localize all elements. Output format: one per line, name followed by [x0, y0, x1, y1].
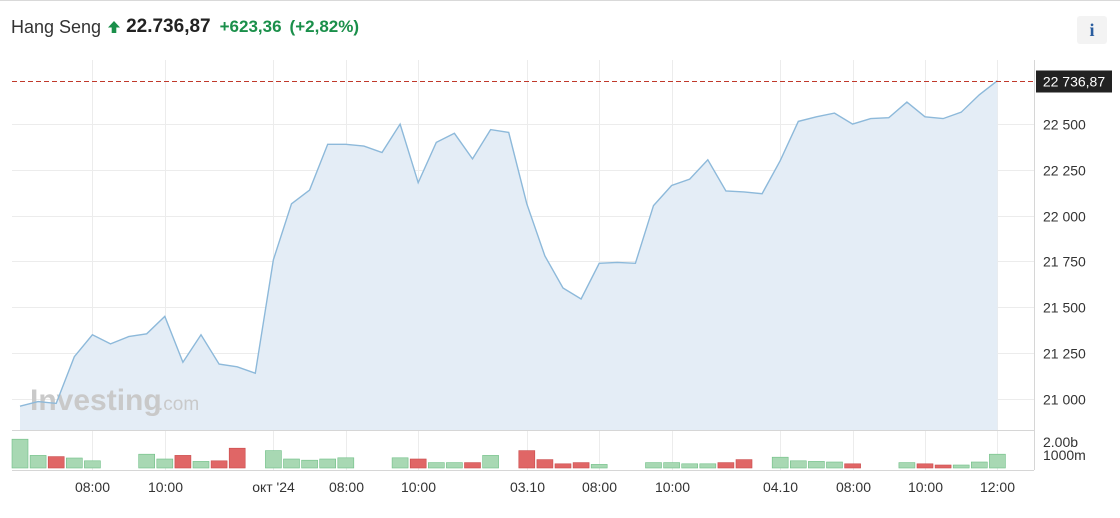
volume-bars	[11, 438, 1006, 469]
x-tick-label: 08:00	[582, 479, 617, 495]
volume-bar-up	[446, 462, 463, 469]
price-line	[19, 80, 998, 407]
volume-bar-up	[283, 458, 300, 469]
volume-bar-up	[590, 464, 608, 469]
y-tick-label: 22 250	[1043, 163, 1086, 179]
volume-bar-down	[536, 459, 554, 469]
y-tick-label: 21 750	[1043, 254, 1086, 270]
volume-bar-up	[645, 462, 662, 469]
price-change-percent: (+2,82%)	[289, 17, 359, 36]
volume-bar-up	[337, 457, 355, 469]
price-area	[20, 80, 998, 430]
info-button[interactable]: i	[1077, 16, 1107, 44]
volume-bar-up	[319, 458, 337, 469]
volume-bar-down	[518, 450, 536, 469]
last-price-label: 22 736,87	[1043, 74, 1105, 90]
x-tick-label: 08:00	[329, 479, 364, 495]
volume-bar-up	[156, 458, 174, 469]
volume-bar-down	[572, 462, 590, 469]
x-tick-label: 08:00	[75, 479, 110, 495]
x-tick-label: 08:00	[836, 479, 871, 495]
x-tick-label: 03.10	[510, 479, 545, 495]
volume-bar-up	[989, 453, 1006, 469]
volume-bar-up	[301, 459, 318, 469]
volume-bar-down	[735, 459, 753, 469]
volume-bar-up	[427, 462, 445, 469]
volume-bar-up	[699, 463, 717, 469]
top-border	[0, 0, 1120, 1]
x-tick-label: 04.10	[763, 479, 798, 495]
volume-bar-down	[409, 458, 427, 469]
x-tick-label: 10:00	[401, 479, 436, 495]
quote-header: Hang Seng 22.736,87 +623,36 (+2,82%)	[11, 14, 359, 40]
volume-bar-down	[916, 463, 934, 469]
arrow-up-icon	[108, 21, 121, 33]
y-tick-label: 21 000	[1043, 392, 1086, 408]
x-tick-label: окт '24	[252, 479, 295, 495]
info-icon: i	[1089, 19, 1095, 40]
volume-bar-up	[192, 461, 210, 469]
volume-bar-down	[174, 455, 192, 469]
volume-bar-down	[464, 462, 481, 469]
volume-bar-down	[717, 462, 735, 469]
volume-bar-up	[391, 457, 409, 469]
y-tick-label: 21 500	[1043, 300, 1086, 316]
volume-bar-down	[844, 463, 861, 469]
volume-bar-up	[808, 461, 825, 469]
volume-bar-up	[771, 456, 789, 469]
volume-bar-up	[482, 455, 499, 469]
volume-bar-up	[970, 461, 988, 469]
y-tick-label: 22 500	[1043, 117, 1086, 133]
volume-bar-up	[898, 462, 916, 469]
volume-bar-up	[11, 438, 29, 469]
x-tick-label: 10:00	[655, 479, 690, 495]
last-price-label-bg	[1036, 70, 1112, 93]
price-line-group	[19, 80, 998, 407]
instrument-name: Hang Seng	[11, 16, 102, 37]
volume-tick-label: 2.00b	[1043, 434, 1078, 450]
volume-bar-up	[681, 463, 699, 469]
investing-watermark: Investing .com	[30, 384, 199, 417]
y-tick-label: 22 000	[1043, 209, 1086, 225]
volume-bar-up	[952, 464, 970, 469]
watermark-brand: Investing	[30, 384, 162, 417]
volume-tick-label: 1000m	[1043, 447, 1086, 463]
x-tick-label: 12:00	[980, 479, 1015, 495]
volume-bar-up	[663, 462, 680, 469]
volume-bar-down	[47, 456, 65, 469]
x-tick-label: 10:00	[148, 479, 183, 495]
volume-bar-down	[228, 447, 246, 469]
volume-bar-up	[84, 460, 101, 469]
volume-bar-down	[934, 464, 952, 469]
volume-bar-up	[826, 461, 843, 469]
watermark-suffix: .com	[158, 394, 199, 415]
volume-bar-up	[789, 460, 807, 469]
axes: 21 000 21 250 21 500 21 750 22 000 22 250 22 5…	[12, 60, 1086, 495]
y-tick-label: 21 250	[1043, 346, 1086, 362]
volume-bar-down	[554, 463, 572, 469]
volume-bar-up	[138, 453, 155, 469]
price-area-fill	[20, 80, 998, 430]
volume-bar-up	[29, 455, 47, 469]
price-change: +623,36	[219, 17, 282, 36]
last-price-marker: 22 736,87	[12, 70, 1112, 93]
volume-bar-up	[265, 450, 282, 469]
volume-bar-down	[210, 460, 228, 469]
last-price: 22.736,87	[126, 16, 211, 37]
x-tick-label: 10:00	[908, 479, 943, 495]
volume-bar-up	[66, 457, 83, 469]
